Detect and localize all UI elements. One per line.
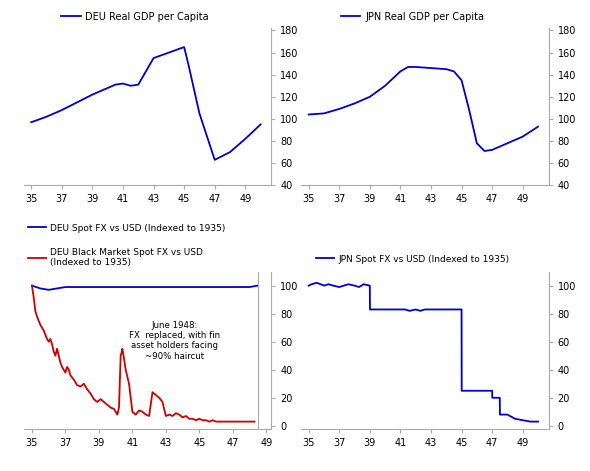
Text: June 1948:
FX  replaced, with fin
asset holders facing
~90% haircut: June 1948: FX replaced, with fin asset h… — [129, 321, 220, 361]
Legend: DEU Black Market Spot FX vs USD
(Indexed to 1935): DEU Black Market Spot FX vs USD (Indexed… — [28, 248, 202, 267]
Legend: JPN Spot FX vs USD (Indexed to 1935): JPN Spot FX vs USD (Indexed to 1935) — [312, 251, 513, 267]
Legend: DEU Real GDP per Capita: DEU Real GDP per Capita — [57, 8, 213, 26]
Legend: JPN Real GDP per Capita: JPN Real GDP per Capita — [337, 8, 488, 26]
